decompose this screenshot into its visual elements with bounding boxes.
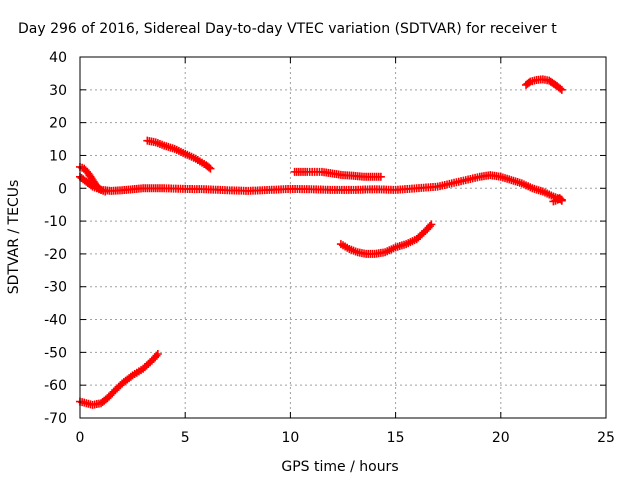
data-series	[549, 194, 566, 206]
data-point	[556, 195, 565, 204]
y-tick-label: 20	[49, 116, 67, 132]
x-axis-label: GPS time / hours	[281, 459, 398, 475]
y-tick-label: -30	[44, 280, 67, 296]
data-point	[152, 351, 161, 360]
x-tick-label: 20	[492, 430, 510, 446]
y-axis-label: SDTVAR / TECUs	[6, 180, 22, 295]
x-tick-label: 25	[597, 430, 615, 446]
data-point	[557, 196, 566, 205]
y-tick-label: 30	[49, 83, 67, 99]
data-series	[76, 350, 162, 409]
data-point	[524, 78, 533, 87]
y-tick-label: -70	[44, 411, 67, 427]
data-point	[557, 85, 566, 94]
y-tick-label: -20	[44, 247, 67, 263]
y-tick-label: 40	[49, 50, 67, 66]
data-point	[556, 84, 565, 93]
y-tick-label: -50	[44, 345, 67, 361]
x-tick-label: 10	[281, 430, 299, 446]
data-point	[425, 222, 434, 231]
plot-series	[76, 75, 566, 409]
plot-frame	[79, 56, 607, 419]
x-tick-label: 15	[387, 430, 405, 446]
y-tick-label: -60	[44, 378, 67, 394]
x-tick-label: 5	[181, 430, 190, 446]
data-series	[143, 136, 215, 173]
x-tick-label: 0	[76, 430, 85, 446]
data-point	[153, 350, 162, 359]
data-point	[206, 164, 215, 173]
chart-title: Day 296 of 2016, Sidereal Day-to-day VTE…	[18, 21, 557, 37]
y-tick-label: -40	[44, 313, 67, 329]
grid	[80, 57, 606, 418]
axis-ticks: 0 5 10 15 20 25 -70 -60 -50 -40 -30 -20 -10 0 10 20 30 40	[44, 50, 615, 446]
y-tick-label: 0	[58, 181, 67, 197]
y-tick-label: 10	[49, 148, 67, 164]
data-point	[205, 163, 214, 172]
y-tick-label: -10	[44, 214, 67, 230]
data-series	[336, 220, 436, 258]
data-series	[290, 167, 385, 181]
data-series	[522, 75, 566, 94]
data-point	[376, 172, 385, 181]
data-series	[76, 171, 566, 204]
data-point	[427, 220, 436, 229]
